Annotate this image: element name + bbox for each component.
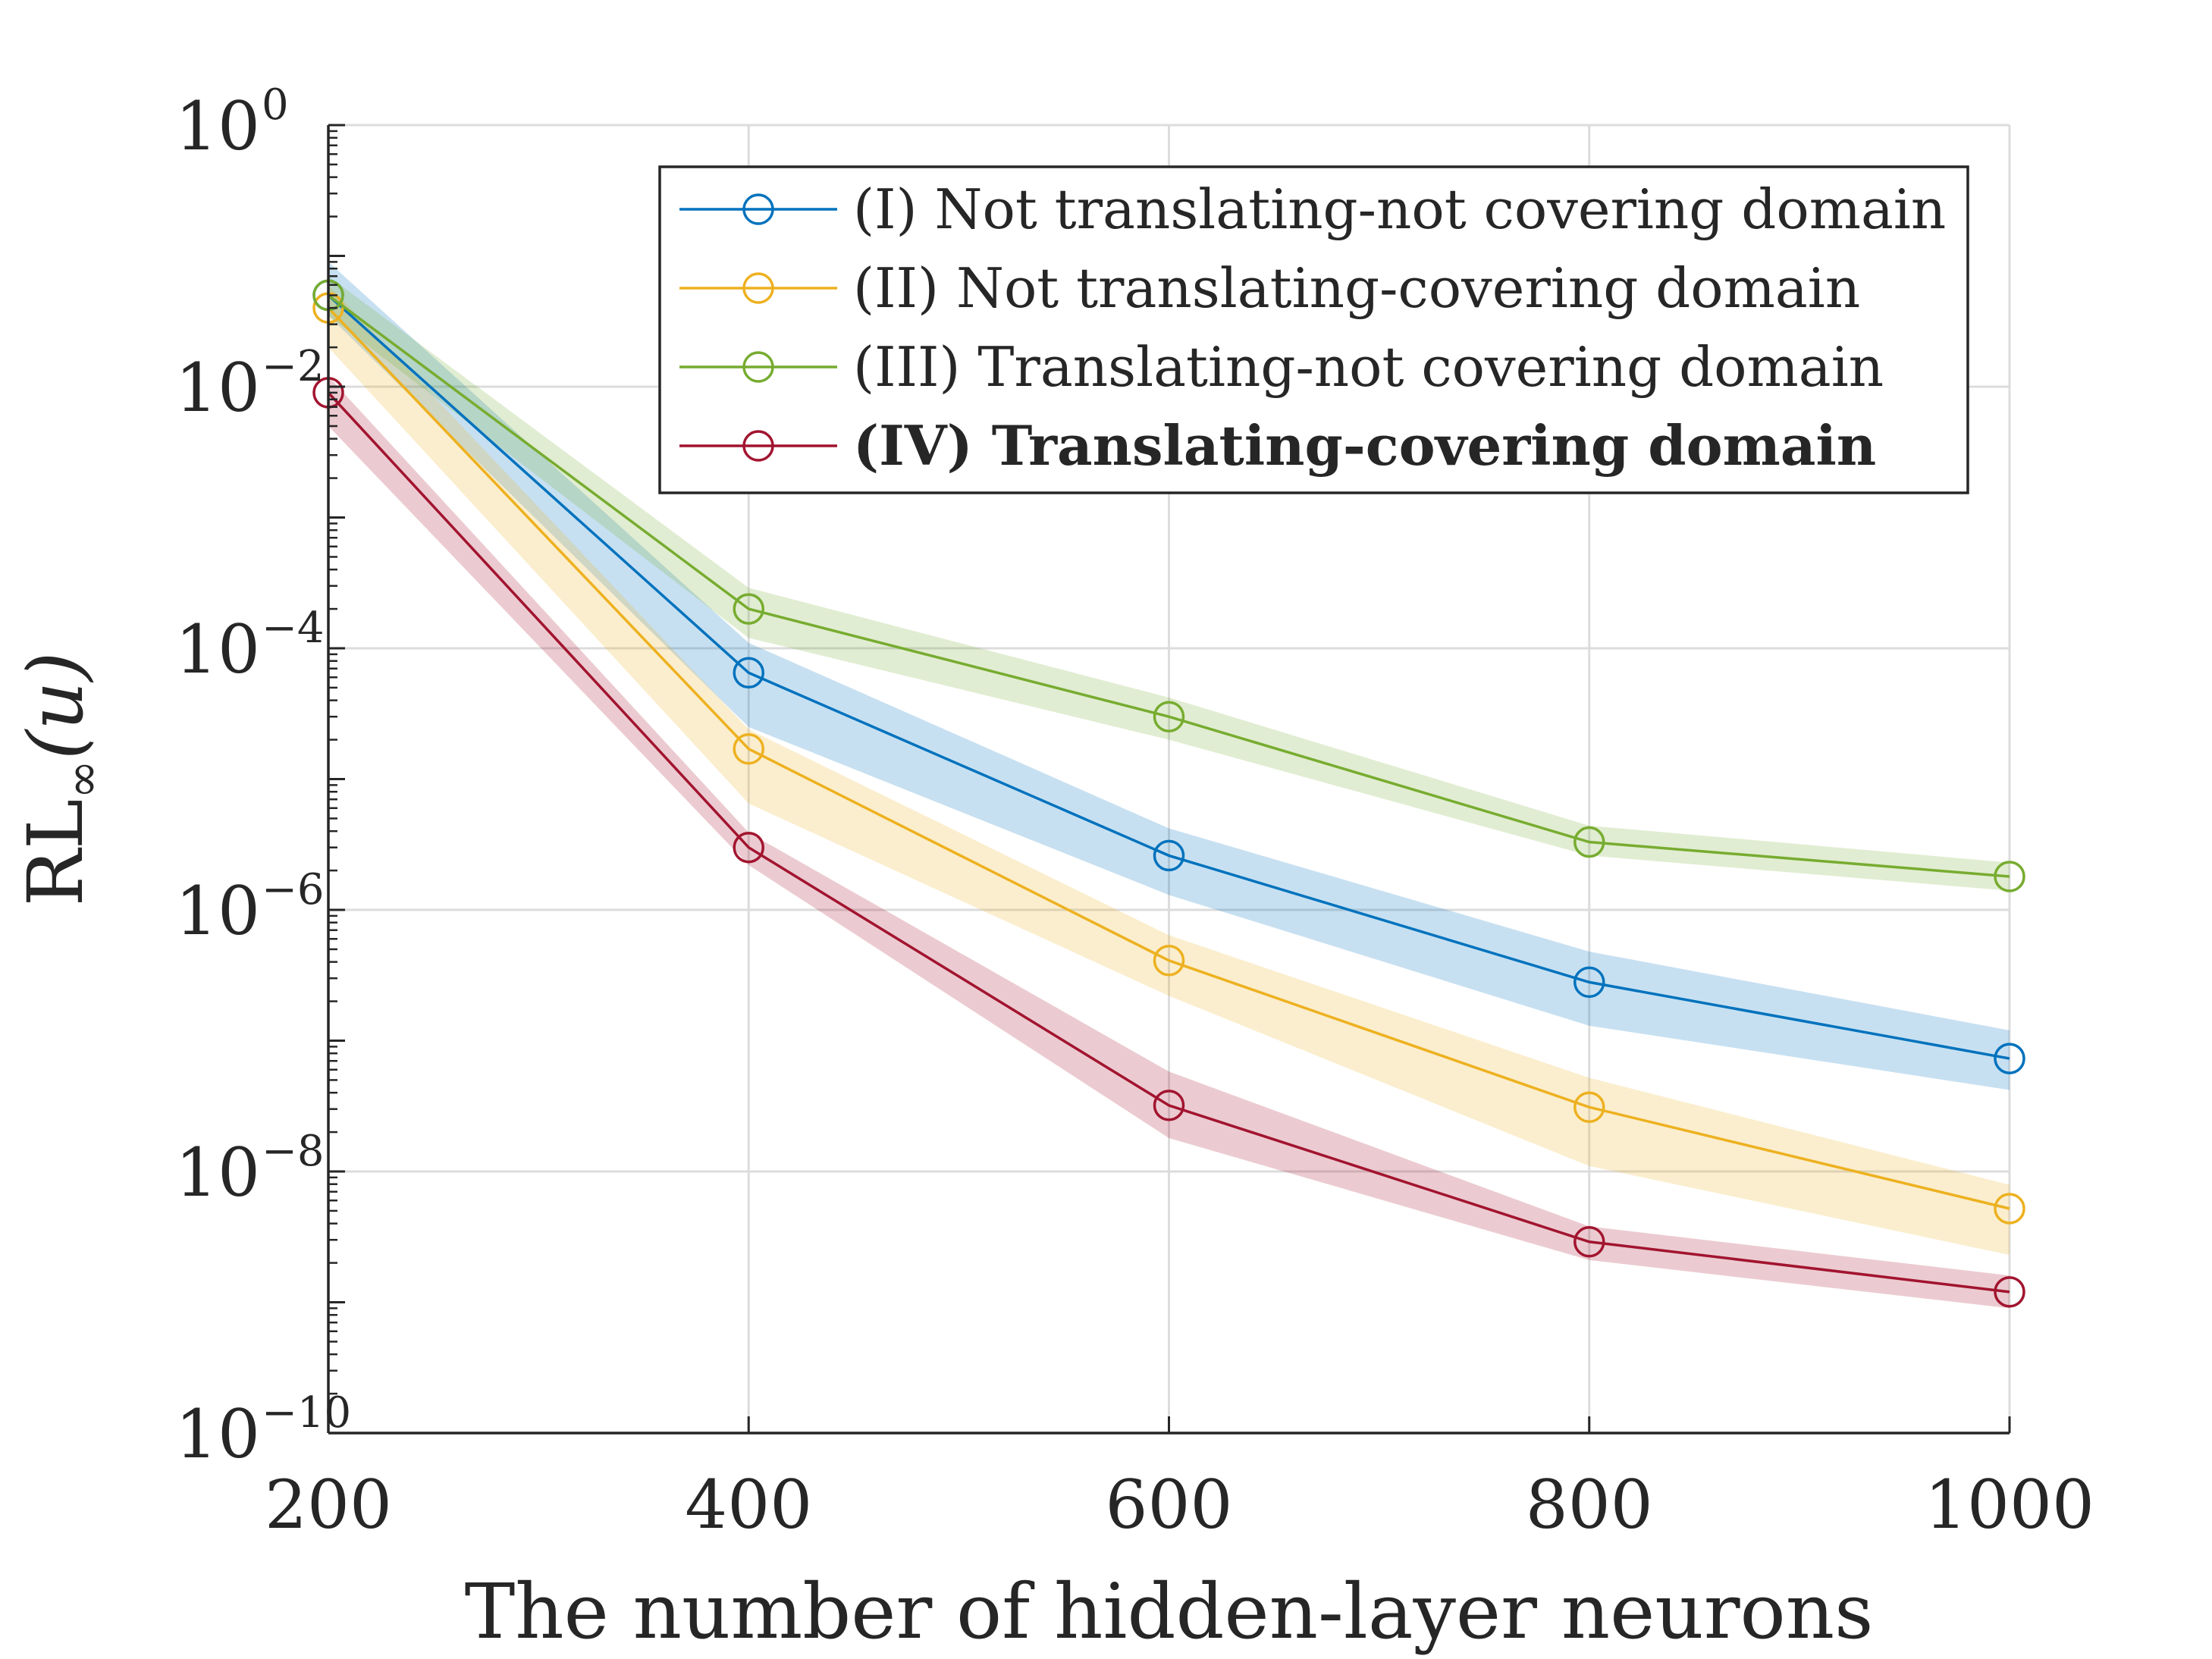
y-tick-label-base: 10 — [175, 1395, 260, 1473]
y-axis-title-subscript: ∞ — [55, 760, 110, 799]
marker-series-4-1000 — [1994, 1276, 2025, 1308]
y-axis-title-main: RL — [11, 799, 100, 907]
x-tick-label-1000: 1000 — [1925, 1466, 2094, 1544]
y-tick-label-group-1: 10 −2 — [175, 342, 325, 427]
y-tick-label-base: 10 — [175, 349, 260, 427]
legend-item-1: (I) Not translating-not covering domain — [679, 177, 1946, 241]
line-series-3 — [327, 294, 2010, 878]
confidence-bands — [328, 262, 2010, 1309]
line-series-2 — [327, 306, 2010, 1210]
marker-series-2-400 — [733, 732, 764, 765]
series-lines — [312, 279, 2025, 1308]
line-series-1 — [327, 294, 2010, 1060]
y-axis-title-suffix: (u) — [11, 652, 100, 760]
marker-series-2-1000 — [1994, 1193, 2025, 1225]
y-tick-label-base: 10 — [175, 872, 260, 950]
legend-item-4: (IV) Translating-covering domain — [679, 413, 1876, 478]
marker-series-1-1000 — [1994, 1043, 2025, 1074]
line-series-4 — [327, 391, 2010, 1294]
y-tick-label-exponent: −10 — [262, 1388, 351, 1438]
y-axis-title: RL∞(u) — [11, 652, 110, 907]
y-tick-label-group-3: 10 −6 — [175, 865, 325, 950]
x-tick-label-600: 600 — [1106, 1466, 1233, 1544]
legend-swatch-marker — [742, 430, 774, 462]
legend-label: (I) Not translating-not covering domain — [853, 177, 1946, 241]
marker-series-3-800 — [1574, 826, 1605, 858]
marker-series-2-800 — [1574, 1091, 1605, 1123]
marker-series-3-1000 — [1994, 861, 2025, 892]
legend-label: (III) Translating-not covering domain — [853, 335, 1884, 399]
x-axis-title: The number of hidden-layer neurons — [465, 1567, 1874, 1656]
legend: (I) Not translating-not covering domain (… — [658, 165, 1969, 494]
y-tick-label-base: 10 — [175, 610, 260, 688]
x-tick-label-200: 200 — [265, 1466, 392, 1544]
legend-label: (II) Not translating-covering domain — [853, 256, 1860, 320]
band-series-1 — [328, 262, 2010, 1090]
marker-series-2-600 — [1153, 945, 1185, 977]
legend-label: (IV) Translating-covering domain — [853, 413, 1876, 478]
legend-swatch-marker — [742, 351, 774, 383]
legend-swatch-marker — [742, 193, 774, 225]
y-tick-label-exponent: 0 — [262, 80, 289, 130]
y-tick-label-exponent: −6 — [262, 865, 325, 914]
marker-series-1-800 — [1574, 966, 1605, 999]
y-tick-label-exponent: −2 — [262, 342, 325, 391]
legend-item-2: (II) Not translating-covering domain — [679, 256, 1860, 320]
y-tick-label-group-0: 10 0 — [175, 80, 289, 165]
x-tick-label-400: 400 — [685, 1466, 812, 1544]
marker-series-4-800 — [1574, 1225, 1605, 1258]
band-series-2 — [328, 284, 2010, 1256]
y-tick-label-exponent: −4 — [262, 604, 325, 653]
marker-series-1-600 — [1153, 839, 1185, 872]
y-tick-label-base: 10 — [175, 1134, 260, 1212]
legend-item-3: (III) Translating-not covering domain — [679, 335, 1884, 399]
y-tick-label-group-4: 10 −8 — [175, 1127, 325, 1212]
legend-box — [658, 165, 1969, 494]
y-tick-label-base: 10 — [175, 87, 260, 165]
marker-series-4-600 — [1153, 1090, 1185, 1121]
y-tick-label-group-5: 10 −10 — [175, 1388, 351, 1473]
legend-swatch-marker — [742, 272, 774, 304]
marker-series-3-400 — [733, 593, 764, 625]
y-tick-label-exponent: −8 — [262, 1127, 325, 1176]
y-tick-label-group-2: 10 −4 — [175, 604, 325, 688]
marker-series-3-600 — [1153, 701, 1185, 732]
x-tick-label-800: 800 — [1526, 1466, 1653, 1544]
marker-series-4-400 — [733, 831, 764, 864]
band-series-4 — [328, 376, 2010, 1309]
marker-series-1-400 — [733, 657, 764, 689]
